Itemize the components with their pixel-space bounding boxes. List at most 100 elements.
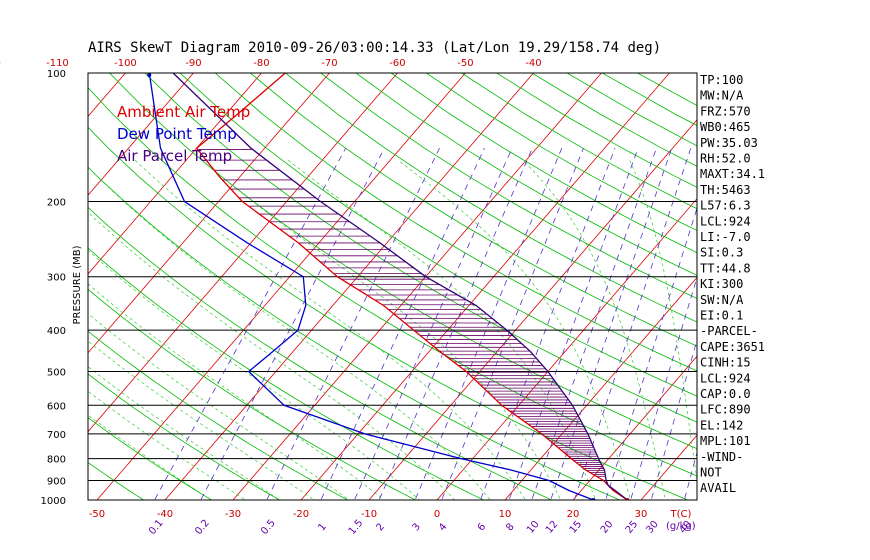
- dry-adiabat-line: [88, 288, 417, 500]
- top-temp-tick-label: -80: [253, 58, 269, 69]
- pressure-tick-label: 900: [47, 476, 66, 487]
- index-label: MPL:101: [700, 434, 751, 448]
- dry-adiabat-line: [88, 461, 145, 500]
- moist-adiabat-line: [522, 159, 666, 500]
- profiles-layer: [147, 73, 630, 500]
- legend-entry: Ambient Air Temp: [117, 103, 250, 121]
- top-temp-tick-label: -100: [114, 58, 137, 69]
- isotherm-line: [300, 73, 670, 500]
- pressure-tick-label: 500: [47, 367, 66, 378]
- dry-adiabat-line: [285, 73, 697, 323]
- mixing-ratio-label: 10: [525, 519, 542, 536]
- top-temp-tick-label: -60: [389, 58, 405, 69]
- isotherm-line: [164, 73, 534, 500]
- bottom-temp-tick-label: 30: [635, 509, 648, 520]
- mixing-ratio-label: 4: [437, 521, 450, 533]
- legend: Ambient Air Temp Dew Point Temp Air Parcel…: [117, 103, 250, 165]
- index-label: TH:5463: [700, 183, 751, 197]
- dewpoint-line: [148, 73, 594, 500]
- dry-adiabat-line: [88, 247, 485, 500]
- mixing-ratio-line: [605, 206, 697, 500]
- top-temp-tick-label: -40: [525, 58, 541, 69]
- index-label: AVAIL: [700, 481, 736, 495]
- pressure-tick-label: 1000: [41, 496, 66, 507]
- mixing-ratio-line: [479, 148, 616, 500]
- index-label: TP:100: [700, 73, 743, 87]
- dry-adiabat-line: [250, 73, 697, 347]
- isotherm-line: [572, 355, 697, 500]
- mixing-ratio-line: [353, 148, 513, 500]
- isotherm-line: [845, 73, 870, 500]
- index-label: SI:0.3: [700, 246, 743, 260]
- index-label: RH:52.0: [700, 152, 751, 166]
- moist-adiabat-line: [88, 414, 212, 500]
- index-label: EI:0.1: [700, 309, 743, 323]
- legend-entry: Air Parcel Temp: [117, 147, 232, 165]
- isotherm-line: [88, 73, 330, 354]
- moist-adiabat-line: [88, 283, 385, 500]
- isotherm-line: [436, 198, 697, 500]
- mixing-ratio-line: [200, 148, 385, 500]
- dry-adiabat-line: [109, 73, 697, 450]
- index-label: MW:N/A: [700, 89, 744, 103]
- pressure-tick-label: 700: [47, 430, 66, 441]
- top-temp-tick-label: -110: [46, 58, 69, 69]
- top-temp-tick-label: -70: [321, 58, 337, 69]
- pressure-tick-label: 100: [47, 69, 66, 80]
- moist-adiabat-line: [134, 159, 526, 500]
- pressure-tick-label: 600: [47, 401, 66, 412]
- dry-adiabat-line: [88, 373, 281, 500]
- moist-adiabat-line: [629, 160, 697, 483]
- mixing-unit-label: (g/kg): [666, 521, 696, 532]
- mixing-ratio-line: [531, 148, 657, 500]
- dry-adiabat-line: [88, 206, 553, 500]
- mixing-ratio-label: 0.5: [259, 518, 278, 537]
- index-label: PW:35.03: [700, 136, 758, 150]
- index-label: -PARCEL-: [700, 324, 758, 338]
- dry-adiabat-line: [390, 73, 697, 254]
- parcel-temp-line: [172, 73, 628, 500]
- dry-adiabat-line: [144, 73, 697, 423]
- mixing-ratio-line: [550, 148, 673, 500]
- mixing-ratio-label: 30: [644, 519, 661, 536]
- background-grid: [88, 73, 870, 500]
- dry-adiabat-line: [320, 73, 697, 299]
- x-axis-label: T(C): [670, 509, 692, 520]
- mixing-ratio-line: [630, 276, 697, 500]
- dry-adiabat-line: [355, 73, 697, 276]
- legend-entry: Dew Point Temp: [117, 125, 237, 143]
- index-label: NOT: [700, 466, 722, 480]
- isotherm-line: [368, 119, 697, 500]
- index-label: CAPE:3651: [700, 340, 765, 354]
- mixing-ratio-label: 0.1: [147, 518, 166, 537]
- ambient-temp-line: [195, 73, 628, 500]
- bottom-temp-tick-label: -20: [293, 509, 309, 520]
- y-axis-label: PRESSURE (MB): [72, 245, 83, 324]
- bottom-temp-tick-label: 10: [499, 509, 512, 520]
- dry-adiabat-line: [88, 330, 349, 500]
- mixing-ratio-line: [508, 148, 639, 500]
- top-temp-tick-label: -120: [0, 58, 1, 69]
- index-label: CINH:15: [700, 356, 751, 370]
- bottom-temp-tick-label: 20: [567, 509, 580, 520]
- dry-adiabat-line: [88, 166, 621, 500]
- pressure-tick-label: 400: [47, 326, 66, 337]
- index-label: WB0:465: [700, 120, 751, 134]
- pressure-tick-label: 800: [47, 455, 66, 466]
- mixing-ratio-label: 8: [504, 521, 517, 533]
- index-label: FRZ:570: [700, 104, 751, 118]
- index-label: LCL:924: [700, 371, 751, 385]
- index-label: L57:6.3: [700, 199, 751, 213]
- mixing-ratio-line: [414, 148, 563, 500]
- mixing-ratio-label: 6: [476, 521, 489, 533]
- mixing-ratio-line: [573, 148, 692, 500]
- mixing-ratio-label: 20: [599, 519, 616, 536]
- top-temp-tick-label: -90: [185, 58, 201, 69]
- top-temp-tick-label: -50: [457, 58, 473, 69]
- top-dewpoint-marker: [147, 73, 152, 77]
- moist-adiabat-line: [88, 211, 456, 500]
- mixing-ratio-label: 15: [568, 519, 585, 536]
- pressure-tick-label: 300: [47, 273, 66, 284]
- bottom-temp-tick-label: -10: [361, 509, 377, 520]
